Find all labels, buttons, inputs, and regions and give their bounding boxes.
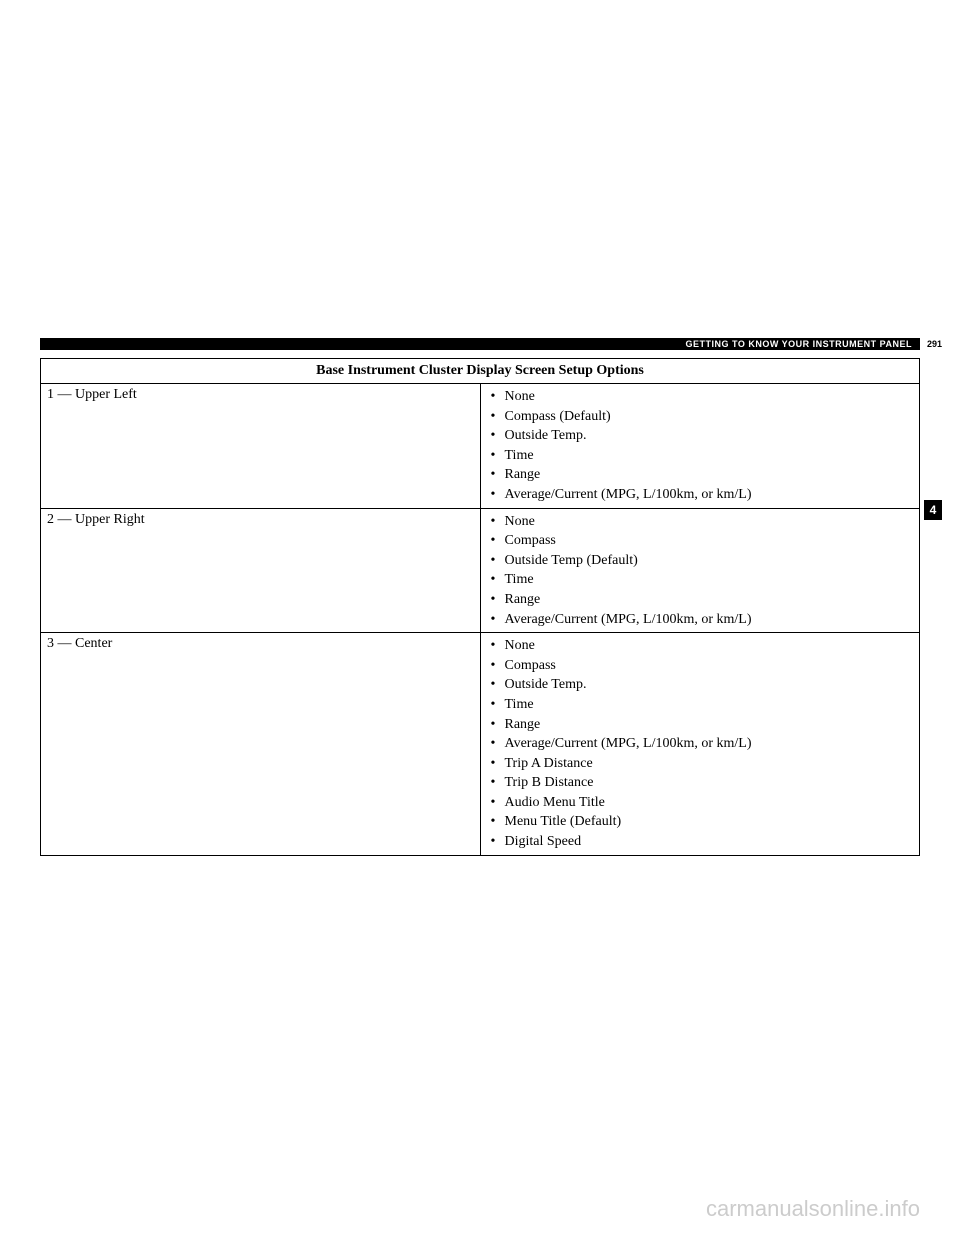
option-item: Time <box>491 446 914 466</box>
option-item: Trip A Distance <box>491 754 914 774</box>
table-row: 3 — CenterNoneCompassOutside Temp.TimeRa… <box>41 633 920 856</box>
options-list: NoneCompass (Default)Outside Temp.TimeRa… <box>487 387 914 505</box>
options-list: NoneCompassOutside Temp (Default)TimeRan… <box>487 512 914 630</box>
option-item: Audio Menu Title <box>491 793 914 813</box>
option-item: Range <box>491 715 914 735</box>
option-item: Time <box>491 570 914 590</box>
option-item: Compass <box>491 656 914 676</box>
row-label: 1 — Upper Left <box>41 384 481 509</box>
watermark: carmanualsonline.info <box>706 1196 920 1222</box>
option-item: Digital Speed <box>491 832 914 852</box>
table-title: Base Instrument Cluster Display Screen S… <box>41 359 920 384</box>
option-item: None <box>491 387 914 407</box>
option-item: Compass <box>491 531 914 551</box>
page-number: 291 <box>927 339 942 349</box>
option-item: Range <box>491 590 914 610</box>
options-table: Base Instrument Cluster Display Screen S… <box>40 358 920 856</box>
section-title: GETTING TO KNOW YOUR INSTRUMENT PANEL <box>685 339 920 349</box>
option-item: Average/Current (MPG, L/100km, or km/L) <box>491 610 914 630</box>
option-item: Average/Current (MPG, L/100km, or km/L) <box>491 734 914 754</box>
table-row: 2 — Upper RightNoneCompassOutside Temp (… <box>41 508 920 633</box>
option-item: Range <box>491 465 914 485</box>
row-label: 3 — Center <box>41 633 481 856</box>
table-body: 1 — Upper LeftNoneCompass (Default)Outsi… <box>41 384 920 856</box>
row-options: NoneCompassOutside Temp (Default)TimeRan… <box>480 508 920 633</box>
option-item: None <box>491 636 914 656</box>
header-bar: GETTING TO KNOW YOUR INSTRUMENT PANEL <box>40 338 920 350</box>
row-label: 2 — Upper Right <box>41 508 481 633</box>
section-tab: 4 <box>924 500 942 520</box>
table-row: 1 — Upper LeftNoneCompass (Default)Outsi… <box>41 384 920 509</box>
option-item: Average/Current (MPG, L/100km, or km/L) <box>491 485 914 505</box>
option-item: Trip B Distance <box>491 773 914 793</box>
row-options: NoneCompassOutside Temp.TimeRangeAverage… <box>480 633 920 856</box>
option-item: Outside Temp. <box>491 426 914 446</box>
option-item: Outside Temp. <box>491 675 914 695</box>
option-item: Menu Title (Default) <box>491 812 914 832</box>
option-item: Outside Temp (Default) <box>491 551 914 571</box>
row-options: NoneCompass (Default)Outside Temp.TimeRa… <box>480 384 920 509</box>
option-item: Compass (Default) <box>491 407 914 427</box>
options-list: NoneCompassOutside Temp.TimeRangeAverage… <box>487 636 914 852</box>
option-item: None <box>491 512 914 532</box>
option-item: Time <box>491 695 914 715</box>
